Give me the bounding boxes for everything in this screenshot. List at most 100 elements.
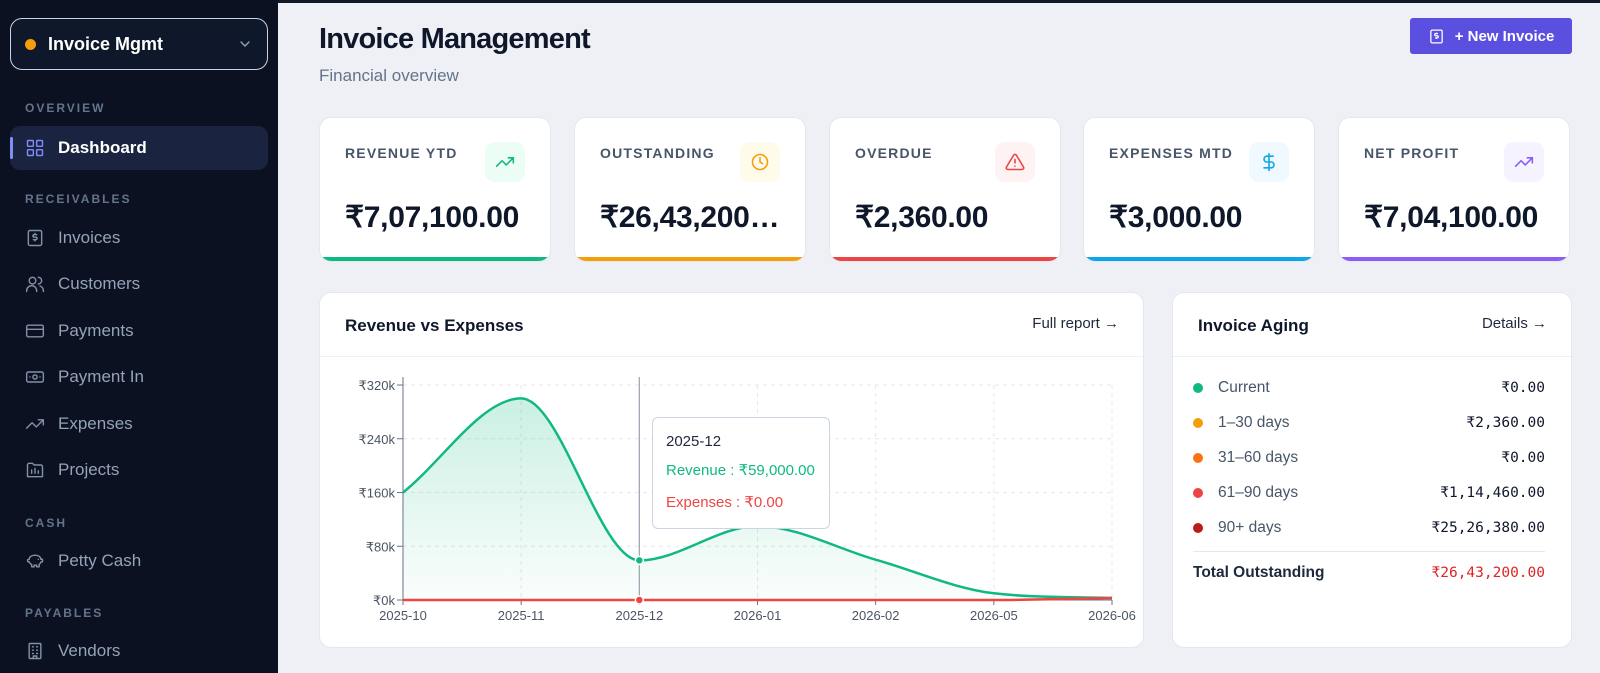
total-label: Total Outstanding (1193, 564, 1325, 581)
stat-accent-bar (830, 257, 1060, 261)
credit-card-icon (25, 324, 45, 338)
sidebar-item-vendors[interactable]: Vendors (10, 629, 268, 673)
details-link[interactable]: Details → (1481, 315, 1547, 332)
building-icon (28, 642, 42, 660)
sidebar-item-projects[interactable]: Projects (10, 448, 268, 492)
sidebar-item-label: Customers (58, 274, 141, 293)
status-dot (1193, 523, 1203, 533)
sidebar-item-customers[interactable]: Customers (10, 262, 268, 306)
sidebar-item-label: Payment In (58, 367, 144, 386)
stat-label: OVERDUE (855, 145, 933, 161)
stat-value: ₹7,07,100.00 (345, 201, 519, 234)
aging-label: 61–90 days (1218, 484, 1299, 501)
stat-card-expenses-mtd: EXPENSES MTD ₹3,000.00 (1083, 117, 1315, 262)
divider (1193, 551, 1545, 552)
aging-label: 90+ days (1218, 519, 1282, 536)
trending-up-icon (485, 142, 525, 182)
aging-value: ₹25,26,380.00 (1431, 520, 1546, 536)
invoice-icon (27, 229, 43, 247)
tooltip-expenses: Expenses : ₹0.00 (666, 494, 784, 511)
aging-row-90-plus: 90+ days ₹25,26,380.00 (1193, 516, 1545, 540)
sidebar-item-label: Dashboard (58, 138, 147, 157)
new-invoice-button[interactable]: + New Invoice (1410, 18, 1572, 54)
banknote-icon (25, 371, 45, 383)
sidebar-item-petty-cash[interactable]: Petty Cash (10, 539, 268, 583)
page-title: Invoice Management (319, 23, 591, 55)
stat-accent-bar (575, 257, 805, 261)
users-icon (25, 276, 45, 293)
sidebar-item-dashboard[interactable]: Dashboard (10, 126, 268, 170)
stat-value: ₹3,000.00 (1109, 201, 1243, 234)
section-payables: PAYABLES (25, 606, 104, 620)
sidebar-item-label: Vendors (58, 641, 121, 660)
section-overview: OVERVIEW (25, 101, 106, 115)
stat-label: NET PROFIT (1364, 145, 1460, 161)
page-subtitle: Financial overview (319, 66, 459, 85)
tooltip-date: 2025-12 (666, 433, 722, 450)
stat-card-overdue: OVERDUE ₹2,360.00 (829, 117, 1061, 262)
invoice-aging-card: Invoice Aging Details → Current ₹0.00 1–… (1172, 292, 1572, 648)
dollar-icon (1249, 142, 1289, 182)
sidebar-item-label: Invoices (58, 228, 121, 247)
stat-label: REVENUE YTD (345, 145, 458, 161)
stat-value: ₹7,04,100.00 (1364, 201, 1538, 234)
stat-label: OUTSTANDING (600, 145, 715, 161)
sidebar-item-label: Projects (58, 460, 120, 479)
stat-card-net-profit: NET PROFIT ₹7,04,100.00 (1338, 117, 1570, 262)
card-title: Revenue vs Expenses (345, 316, 524, 335)
stat-label: EXPENSES MTD (1109, 145, 1234, 161)
sidebar-item-payment-in[interactable]: Payment In (10, 355, 268, 399)
clock-icon (740, 142, 780, 182)
status-dot (25, 38, 36, 50)
stat-value: ₹2,360.00 (855, 201, 989, 234)
main-content: Invoice Management Financial overview + … (278, 3, 1600, 673)
aging-row-31-60: 31–60 days ₹0.00 (1193, 446, 1545, 470)
aging-value: ₹0.00 (1501, 380, 1545, 396)
sidebar-item-payments[interactable]: Payments (10, 309, 268, 353)
section-receivables: RECEIVABLES (25, 192, 132, 206)
aging-row-current: Current ₹0.00 (1193, 376, 1545, 400)
chevron-down-icon (240, 41, 250, 47)
top-border (0, 0, 1600, 3)
app-switcher[interactable]: Invoice Mgmt (10, 18, 268, 70)
aging-label: 1–30 days (1218, 414, 1290, 431)
sidebar-item-label: Payments (58, 321, 134, 340)
sidebar: Invoice Mgmt OVERVIEW Dashboard RECEIVAB… (0, 0, 278, 673)
sidebar-item-invoices[interactable]: Invoices (10, 216, 268, 260)
section-cash: CASH (25, 516, 68, 530)
alert-triangle-icon (995, 142, 1035, 182)
app-name: Invoice Mgmt (48, 33, 164, 54)
aging-total-row: Total Outstanding ₹26,43,200.00 (1193, 561, 1545, 585)
aging-label: 31–60 days (1218, 449, 1299, 466)
status-dot (1193, 418, 1203, 428)
card-header: Invoice Aging Details → (1173, 293, 1571, 357)
sidebar-item-label: Expenses (58, 414, 133, 433)
stat-accent-bar (1084, 257, 1314, 261)
chart-tooltip: 2025-12 Revenue : ₹59,000.00 Expenses : … (652, 417, 830, 529)
stat-card-revenue-ytd: REVENUE YTD ₹7,07,100.00 (319, 117, 551, 262)
trending-up-icon (1504, 142, 1544, 182)
aging-value: ₹0.00 (1501, 450, 1545, 466)
stat-accent-bar (1339, 257, 1569, 261)
dashboard-icon (26, 139, 44, 157)
sidebar-item-label: Petty Cash (58, 551, 142, 570)
invoice-icon (1429, 28, 1443, 44)
aging-row-1-30: 1–30 days ₹2,360.00 (1193, 411, 1545, 435)
stat-card-outstanding: OUTSTANDING ₹26,43,200.00 (574, 117, 806, 262)
card-title: Invoice Aging (1198, 316, 1309, 335)
aging-value: ₹2,360.00 (1466, 415, 1545, 431)
projects-icon (26, 462, 44, 478)
status-dot (1193, 453, 1203, 463)
card-header: Revenue vs Expenses Full report → (320, 293, 1143, 357)
trending-icon (25, 419, 45, 429)
aging-row-61-90: 61–90 days ₹1,14,460.00 (1193, 481, 1545, 505)
aging-label: Current (1218, 379, 1270, 396)
tooltip-revenue: Revenue : ₹59,000.00 (666, 462, 815, 479)
status-dot (1193, 488, 1203, 498)
full-report-link[interactable]: Full report → (1032, 315, 1119, 332)
new-invoice-label: + New Invoice (1454, 27, 1555, 45)
stat-value: ₹26,43,200.00 (600, 201, 780, 234)
piggy-bank-icon (26, 554, 44, 568)
stat-accent-bar (320, 257, 550, 261)
sidebar-item-expenses[interactable]: Expenses (10, 402, 268, 446)
